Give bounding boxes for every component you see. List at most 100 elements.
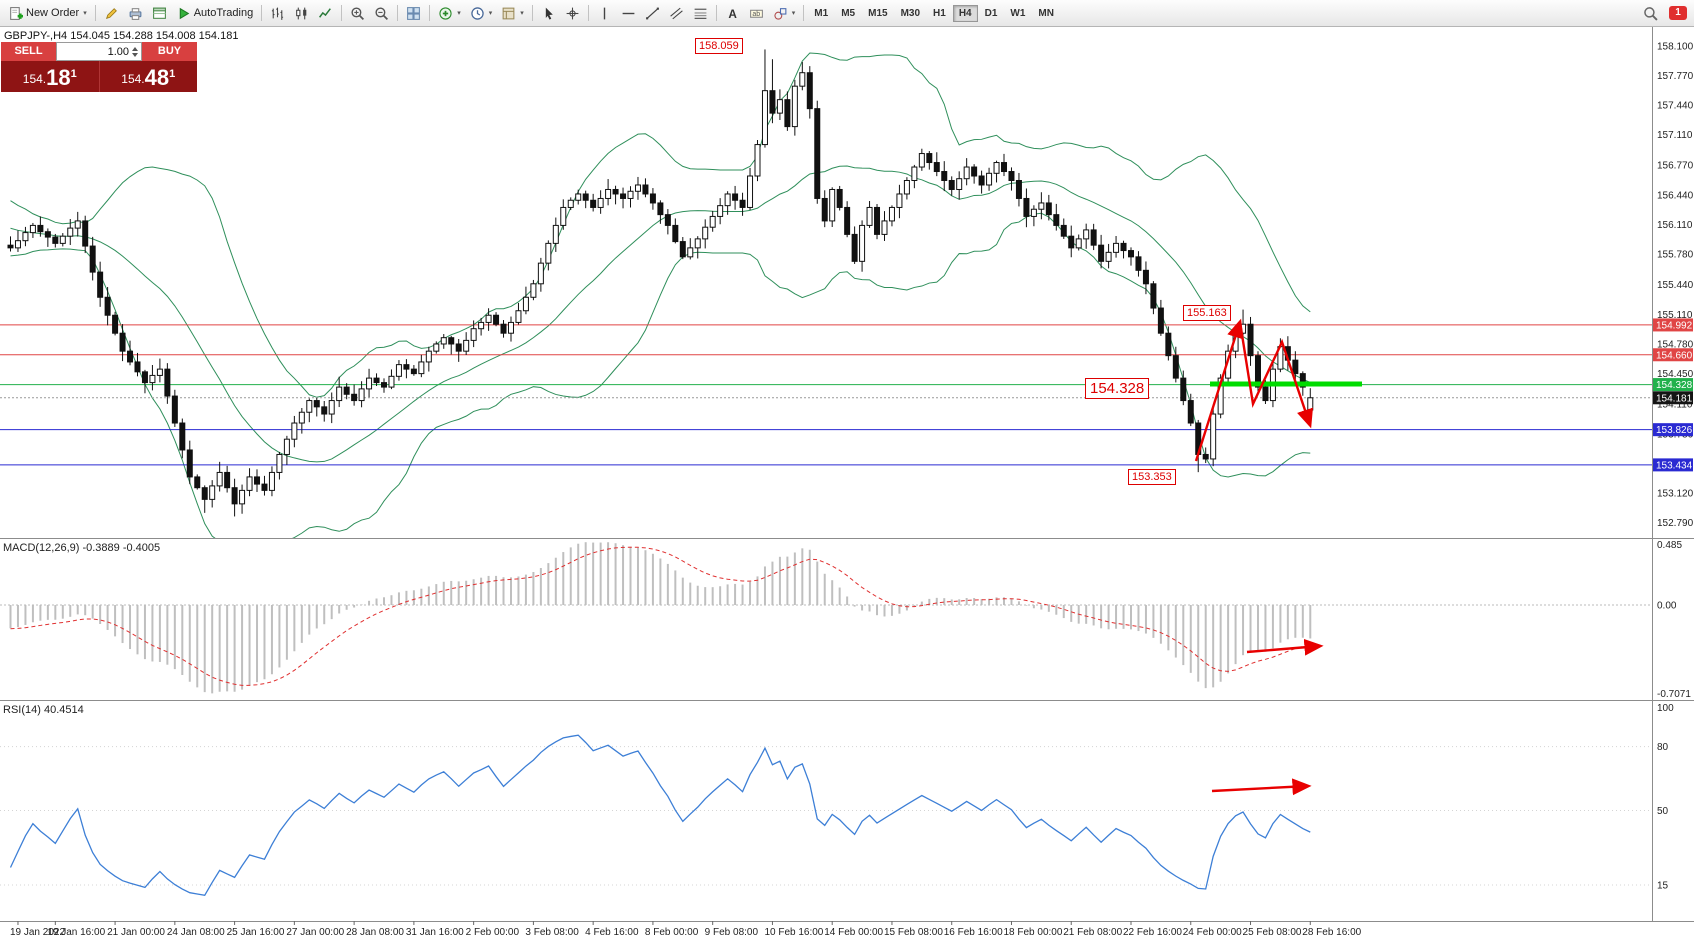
timeframe-d1-button[interactable]: D1: [979, 5, 1004, 22]
linechart-icon: [319, 7, 332, 18]
timeframe-m5-button[interactable]: M5: [835, 5, 861, 22]
volume-spinner[interactable]: [132, 46, 138, 57]
zoomin-icon: [351, 6, 365, 20]
horizontal-line-button[interactable]: [617, 3, 640, 23]
red-arrow: [1246, 638, 1324, 656]
print-button[interactable]: [124, 3, 147, 23]
red-annotations: [1194, 318, 1324, 796]
axis-label: 100: [1657, 703, 1674, 714]
cursor-button[interactable]: [537, 3, 560, 23]
new-order-button[interactable]: New Order ▾: [4, 3, 91, 23]
buy-price[interactable]: 154. 48 1: [98, 61, 198, 92]
timeframe-h4-button[interactable]: H4: [952, 4, 978, 22]
axis-label: 2 Feb 00:00: [466, 927, 520, 938]
crosshair-button[interactable]: [561, 3, 584, 23]
axis-label: 22 Feb 16:00: [1123, 927, 1182, 938]
axis-label: -0.7071: [1657, 689, 1691, 700]
axis-label: 154.110: [1657, 400, 1693, 411]
buy-price-sup: 1: [169, 68, 176, 80]
axis-label: 155.440: [1657, 280, 1694, 291]
macd-header: MACD(12,26,9) -0.3889 -0.4005: [3, 542, 161, 554]
axis-label: 157.770: [1657, 71, 1694, 82]
timeframe-group: M1 M5 M15 M30 H1 H4 D1 W1 MN: [808, 4, 1060, 22]
sell-price-prefix: 154.: [22, 72, 47, 86]
text-button[interactable]: A: [721, 3, 744, 23]
zoom-in-button[interactable]: [346, 3, 369, 23]
timeframe-m15-button[interactable]: M15: [862, 5, 893, 22]
axis-label: 27 Jan 00:00: [286, 927, 344, 938]
channel-button[interactable]: [665, 3, 688, 23]
buy-button[interactable]: BUY: [142, 42, 197, 61]
metaeditor-button[interactable]: [100, 3, 123, 23]
timeframe-h1-button[interactable]: H1: [927, 5, 952, 22]
search-button[interactable]: [1639, 3, 1662, 23]
notification-badge[interactable]: 1: [1669, 6, 1687, 20]
line-chart-button[interactable]: [314, 3, 337, 23]
text-label-button[interactable]: ab: [745, 3, 768, 23]
timeframe-mn-button[interactable]: MN: [1032, 5, 1060, 22]
zoom-out-button[interactable]: [370, 3, 393, 23]
sell-button[interactable]: SELL: [1, 42, 56, 61]
search-icon: [1644, 6, 1658, 21]
dropdown-caret-icon: ▾: [457, 10, 461, 17]
axis-label: 10 Feb 16:00: [764, 927, 823, 938]
volume-input[interactable]: 1.00: [56, 42, 142, 61]
pencil-icon: [105, 7, 117, 19]
shapes-button[interactable]: ▾: [769, 3, 800, 23]
dropdown-caret-icon: ▾: [520, 10, 524, 17]
sell-price[interactable]: 154. 18 1: [1, 61, 99, 92]
hline-icon: [622, 12, 635, 14]
periods-button[interactable]: ▾: [466, 3, 497, 23]
candlestick-button[interactable]: [290, 3, 313, 23]
fibonacci-button[interactable]: [689, 3, 712, 23]
axis-label: 14 Feb 00:00: [824, 927, 883, 938]
rsi-header: RSI(14) 40.4514: [3, 704, 84, 716]
volume-up-icon[interactable]: [132, 46, 138, 51]
vertical-line-button[interactable]: [593, 3, 616, 23]
axis-label: 18 Feb 00:00: [1003, 927, 1062, 938]
axis-label: 156.770: [1657, 161, 1694, 172]
axis-label: 157.440: [1657, 101, 1694, 112]
axis-label: 50: [1657, 806, 1669, 817]
zoomout-icon: [375, 6, 389, 20]
clock-icon: [471, 6, 484, 20]
axis-label: 157.110: [1657, 130, 1693, 141]
time-axis[interactable]: [0, 921, 1652, 943]
volume-down-icon[interactable]: [132, 52, 138, 57]
axis-label: 25 Feb 08:00: [1243, 927, 1302, 938]
data-window-button[interactable]: [148, 3, 171, 23]
price-annotation-153.353: 153.353: [1128, 469, 1176, 485]
axis-label: 4 Feb 16:00: [585, 927, 639, 938]
buy-price-prefix: 154.: [121, 72, 145, 86]
pluscircle-icon: [439, 6, 452, 20]
axis-label: 15: [1657, 881, 1669, 892]
textA-icon: A: [728, 7, 737, 20]
red-arrow: [1238, 321, 1313, 429]
macd-panel: [0, 542, 1652, 694]
trendline-button[interactable]: [641, 3, 664, 23]
bar-chart-button[interactable]: [266, 3, 289, 23]
price-axis[interactable]: [1652, 26, 1694, 921]
autotrading-button[interactable]: AutoTrading: [172, 3, 258, 23]
volume-value: 1.00: [107, 45, 129, 58]
toolbar-separator: [94, 5, 96, 21]
horizontal-levels: [0, 324, 1652, 466]
template-icon: [502, 7, 515, 19]
timeframe-m30-button[interactable]: M30: [895, 5, 926, 22]
label-icon: ab: [749, 9, 763, 17]
axis-label: 24 Jan 08:00: [167, 927, 225, 938]
one-click-trade-panel: SELL 1.00 BUY 154. 18 1 154. 48 1: [1, 42, 197, 92]
templates-button[interactable]: ▾: [497, 3, 528, 23]
timeframe-w1-button[interactable]: W1: [1004, 5, 1031, 22]
toolbar-separator: [715, 5, 717, 21]
indicators-button[interactable]: ▾: [434, 3, 465, 23]
timeframe-m1-button[interactable]: M1: [808, 5, 834, 22]
vline-icon: [603, 7, 605, 19]
tile-windows-button[interactable]: [402, 3, 425, 23]
axis-label: 9 Feb 08:00: [705, 927, 759, 938]
dropdown-caret-icon: ▾: [83, 10, 87, 17]
dropdown-caret-icon: ▾: [791, 10, 796, 17]
